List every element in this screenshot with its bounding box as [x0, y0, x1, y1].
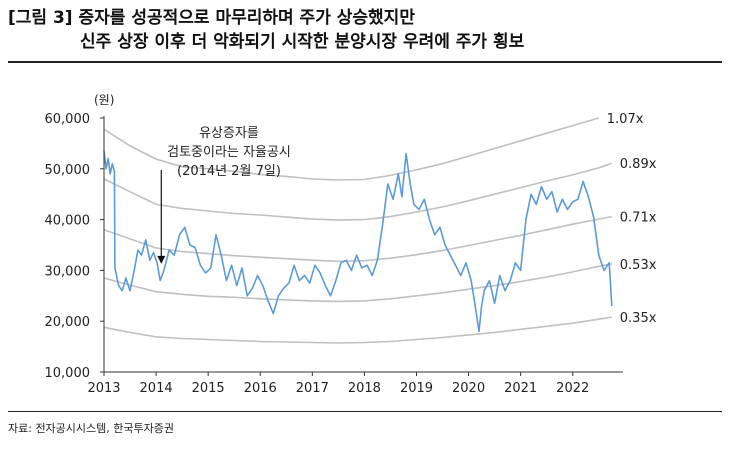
band-label: 0.71x — [620, 211, 657, 226]
y-axis-unit-label: (원) — [94, 93, 114, 107]
annotation-arrowhead — [157, 255, 166, 264]
x-tick-label: 2021 — [504, 381, 537, 396]
band-label: 1.07x — [607, 112, 644, 127]
annotation-text: 유상증자를 — [199, 126, 259, 141]
annotation-text: 검토중이라는 자율공시 — [167, 145, 291, 160]
band-label: 0.89x — [620, 157, 657, 172]
band-label: 0.53x — [620, 258, 657, 273]
y-tick-label: 20,000 — [45, 315, 91, 330]
x-tick-label: 2018 — [348, 381, 381, 396]
band-line-0_35x — [103, 316, 612, 344]
figure-title: [그림 3] 증자를 성공적으로 마무리하며 주가 상승했지만 신주 상장 이후… — [8, 6, 722, 54]
y-tick-label: 50,000 — [45, 163, 91, 178]
y-tick-label: 10,000 — [45, 366, 91, 381]
y-tick-label: 60,000 — [45, 112, 91, 127]
band-line-0_53x — [103, 263, 612, 303]
x-tick-label: 2017 — [296, 381, 329, 396]
title-line-1: [그림 3] 증자를 성공적으로 마무리하며 주가 상승했지만 — [8, 8, 415, 28]
band-line-0_71x — [103, 215, 612, 263]
band-line-1_07x — [103, 117, 600, 181]
bottom-rule — [8, 411, 722, 412]
x-tick-label: 2019 — [400, 381, 433, 396]
x-tick-label: 2014 — [140, 381, 173, 396]
band-label: 0.35x — [620, 311, 657, 326]
top-rule — [8, 61, 722, 63]
x-tick-label: 2016 — [244, 381, 277, 396]
y-tick-label: 30,000 — [45, 264, 91, 279]
title-line-2: 신주 상장 이후 더 악화되기 시작한 분양시장 우려에 주가 횡보 — [80, 32, 525, 52]
x-tick-label: 2020 — [452, 381, 485, 396]
source-note: 자료: 전자공시시스템, 한국투자증권 — [8, 422, 174, 435]
x-tick-label: 2015 — [192, 381, 225, 396]
x-tick-label: 2013 — [87, 381, 120, 396]
price-line — [103, 150, 613, 333]
band-line-0_89x — [103, 162, 613, 221]
y-tick-label: 40,000 — [45, 214, 91, 229]
x-tick-label: 2022 — [556, 381, 589, 396]
annotation-text: (2014년 2월 7일) — [177, 164, 281, 179]
